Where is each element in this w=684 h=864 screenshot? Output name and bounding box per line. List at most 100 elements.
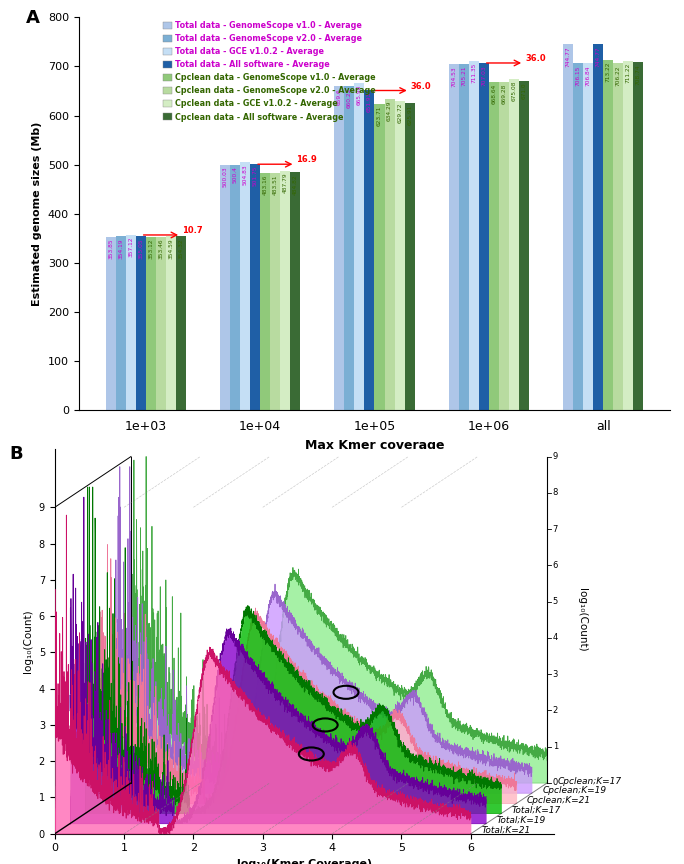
Text: Cpclean;K=21: Cpclean;K=21 [527,797,591,805]
Bar [489,82,499,410]
Text: 711.35: 711.35 [471,63,476,83]
Bar [459,64,469,410]
Text: 355.05: 355.05 [138,238,143,258]
Text: B: B [10,446,23,463]
Text: 744.77: 744.77 [596,47,601,67]
Text: 707.03: 707.03 [482,65,486,86]
Text: 504.83: 504.83 [243,164,248,185]
Text: Total;K=19: Total;K=19 [497,816,546,825]
Text: 501.75: 501.75 [252,166,258,187]
Bar [240,162,250,410]
Text: 675.08: 675.08 [512,80,516,101]
Bar [449,64,459,410]
Bar [384,98,395,410]
Text: 353.85: 353.85 [108,238,113,259]
Bar [593,44,603,410]
Bar [250,164,260,410]
Text: 705.21: 705.21 [461,66,466,86]
Text: 744.77: 744.77 [566,47,570,67]
Text: 708.74: 708.74 [636,64,641,85]
Text: 0: 0 [553,778,558,787]
Text: 353.46: 353.46 [159,238,163,259]
Text: 651.93: 651.93 [367,92,372,112]
Text: 625.91: 625.91 [407,105,412,125]
Bar [135,236,146,410]
Bar [280,171,290,410]
Bar [116,237,126,410]
Text: 354.19: 354.19 [118,238,123,259]
Bar [260,173,270,410]
Text: Total;K=21: Total;K=21 [482,826,531,835]
Bar [290,172,300,410]
Bar [166,236,176,410]
Text: 660.22: 660.22 [347,88,352,108]
Bar [405,103,415,410]
Text: A: A [25,10,39,28]
Text: log₁₀(Count): log₁₀(Count) [577,588,587,651]
Text: 484.82: 484.82 [293,175,298,194]
Text: 706.15: 706.15 [575,66,581,86]
Text: 659.6: 659.6 [337,88,342,105]
Bar [563,44,573,410]
Text: 36.0: 36.0 [411,81,432,91]
Bar [499,81,509,410]
Text: 2: 2 [553,706,558,715]
Text: 668.64: 668.64 [491,84,497,104]
Text: 5: 5 [553,597,558,607]
Text: 629.72: 629.72 [397,103,402,124]
Text: 357.12: 357.12 [128,237,133,257]
Bar [146,237,156,410]
Text: 704.53: 704.53 [451,67,456,86]
Text: 1: 1 [553,742,558,751]
Text: 7: 7 [553,524,558,534]
Bar [220,165,230,410]
Bar [344,86,354,410]
Text: 9: 9 [553,452,558,461]
Text: 669.28: 669.28 [501,84,506,104]
Text: 623.71: 623.71 [377,106,382,126]
Bar [156,237,166,410]
Bar [509,79,519,410]
Text: 487.79: 487.79 [282,173,288,194]
Text: 483.16: 483.16 [263,175,267,195]
Text: 671.0: 671.0 [522,83,527,99]
Bar [519,80,529,410]
Text: 8: 8 [553,488,558,498]
Text: 483.51: 483.51 [273,175,278,195]
Text: 10.7: 10.7 [182,226,202,235]
Text: 3: 3 [553,670,558,678]
X-axis label: Max Kmer coverage: Max Kmer coverage [305,439,444,452]
Bar [583,63,593,410]
Text: 713.22: 713.22 [606,62,611,82]
Text: 500.03: 500.03 [222,167,227,187]
Bar [354,83,365,410]
Bar [126,235,135,410]
Text: 711.22: 711.22 [626,63,631,83]
Bar [374,104,384,410]
Text: 706.84: 706.84 [586,65,590,86]
Text: 354.59: 354.59 [168,238,174,258]
Bar [105,237,116,410]
Text: 665.98: 665.98 [357,85,362,105]
Bar [395,101,405,410]
Text: 353.12: 353.12 [148,238,153,259]
Text: 4: 4 [553,633,558,643]
Text: 6: 6 [553,561,558,570]
Bar [573,63,583,410]
Text: 634.29: 634.29 [387,101,392,121]
Bar [623,60,633,410]
Bar [603,60,614,410]
Text: Total;K=17: Total;K=17 [512,806,561,815]
Text: Cpclean;K=17: Cpclean;K=17 [557,777,622,785]
Bar [334,86,344,410]
Bar [479,63,489,410]
Text: 36.0: 36.0 [525,54,546,63]
Bar [365,90,374,410]
Text: 706.22: 706.22 [616,66,621,86]
X-axis label: log₁₀(Kmer Coverage): log₁₀(Kmer Coverage) [237,859,372,864]
Bar [176,236,186,410]
Legend: Total data - GenomeScope v1.0 - Average, Total data - GenomeScope v2.0 - Average: Total data - GenomeScope v1.0 - Average,… [163,22,376,122]
Bar [614,63,623,410]
Bar [469,60,479,410]
Y-axis label: log₁₀(Count): log₁₀(Count) [23,610,34,673]
